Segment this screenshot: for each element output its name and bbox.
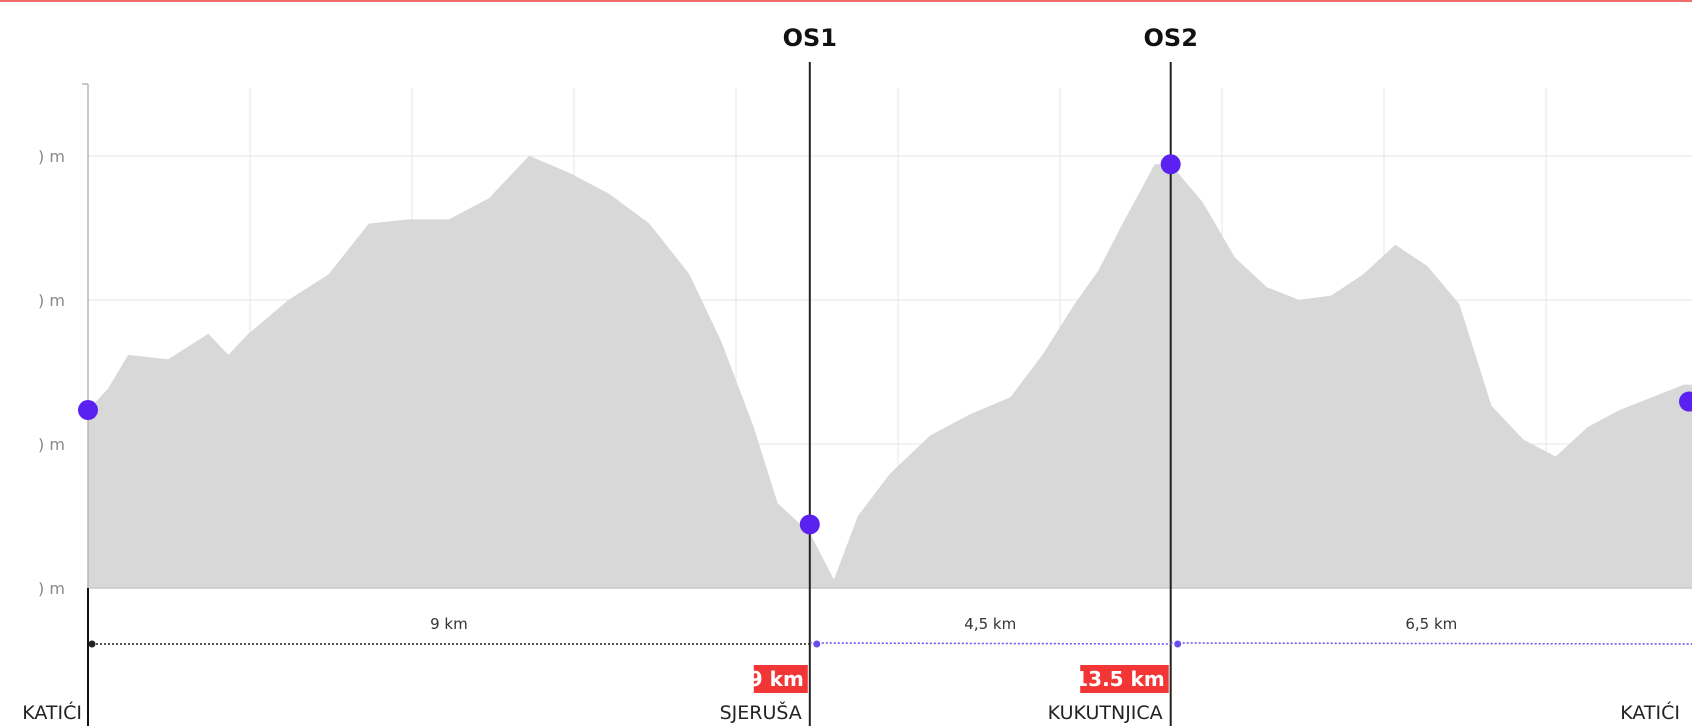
cumulative-badge-bg — [753, 665, 808, 693]
cumulative-distance-badges: 9 km 13.5 km — [749, 665, 1169, 693]
distance-segments: 9 km 4,5 km 6,5 km — [87, 588, 1692, 726]
location-label: KUKUTNJICA — [1048, 702, 1163, 724]
segment-distance-label: 6,5 km — [1405, 615, 1457, 633]
waypoint-marker — [799, 514, 820, 535]
checkpoint-lines: OS1 OS2 — [783, 24, 1198, 726]
y-tick-label: ) m — [38, 435, 65, 454]
elevation-area-path — [88, 155, 1692, 589]
segment-endpoint — [1174, 640, 1182, 648]
waypoint-marker — [1160, 154, 1181, 175]
cumulative-badge-label: 9 km — [749, 667, 804, 691]
segment-distance-label: 9 km — [430, 615, 468, 633]
y-tick-label: ) m — [38, 147, 65, 166]
waypoint-marker — [78, 400, 98, 421]
location-labels: KATIĆI SJERUŠA KUKUTNJICA KATIĆI — [22, 700, 1680, 724]
waypoint-marker — [1679, 391, 1692, 412]
cumulative-badge-bg — [1080, 665, 1169, 693]
waypoint-markers — [78, 154, 1692, 535]
segment-endpoint — [813, 640, 821, 648]
segment-distance-label: 4,5 km — [964, 615, 1016, 633]
location-label: SJERUŠA — [720, 700, 802, 724]
cumulative-badge-label: 13.5 km — [1074, 667, 1164, 691]
location-label: KATIĆI — [1620, 700, 1680, 724]
y-tick-label: ) m — [38, 579, 65, 598]
checkpoint-label: OS1 — [783, 24, 837, 52]
y-axis — [82, 83, 1692, 589]
checkpoint-label: OS2 — [1144, 24, 1198, 52]
segment-endpoint — [88, 640, 96, 648]
segment-line — [809, 642, 1171, 645]
top-accent-line — [0, 0, 1692, 2]
y-tick-label: ) m — [38, 291, 65, 310]
y-tick-labels: ) m ) m ) m ) m — [38, 147, 65, 598]
location-label: KATIĆI — [22, 700, 82, 724]
segment-line — [1170, 642, 1692, 645]
elevation-area — [88, 155, 1692, 589]
